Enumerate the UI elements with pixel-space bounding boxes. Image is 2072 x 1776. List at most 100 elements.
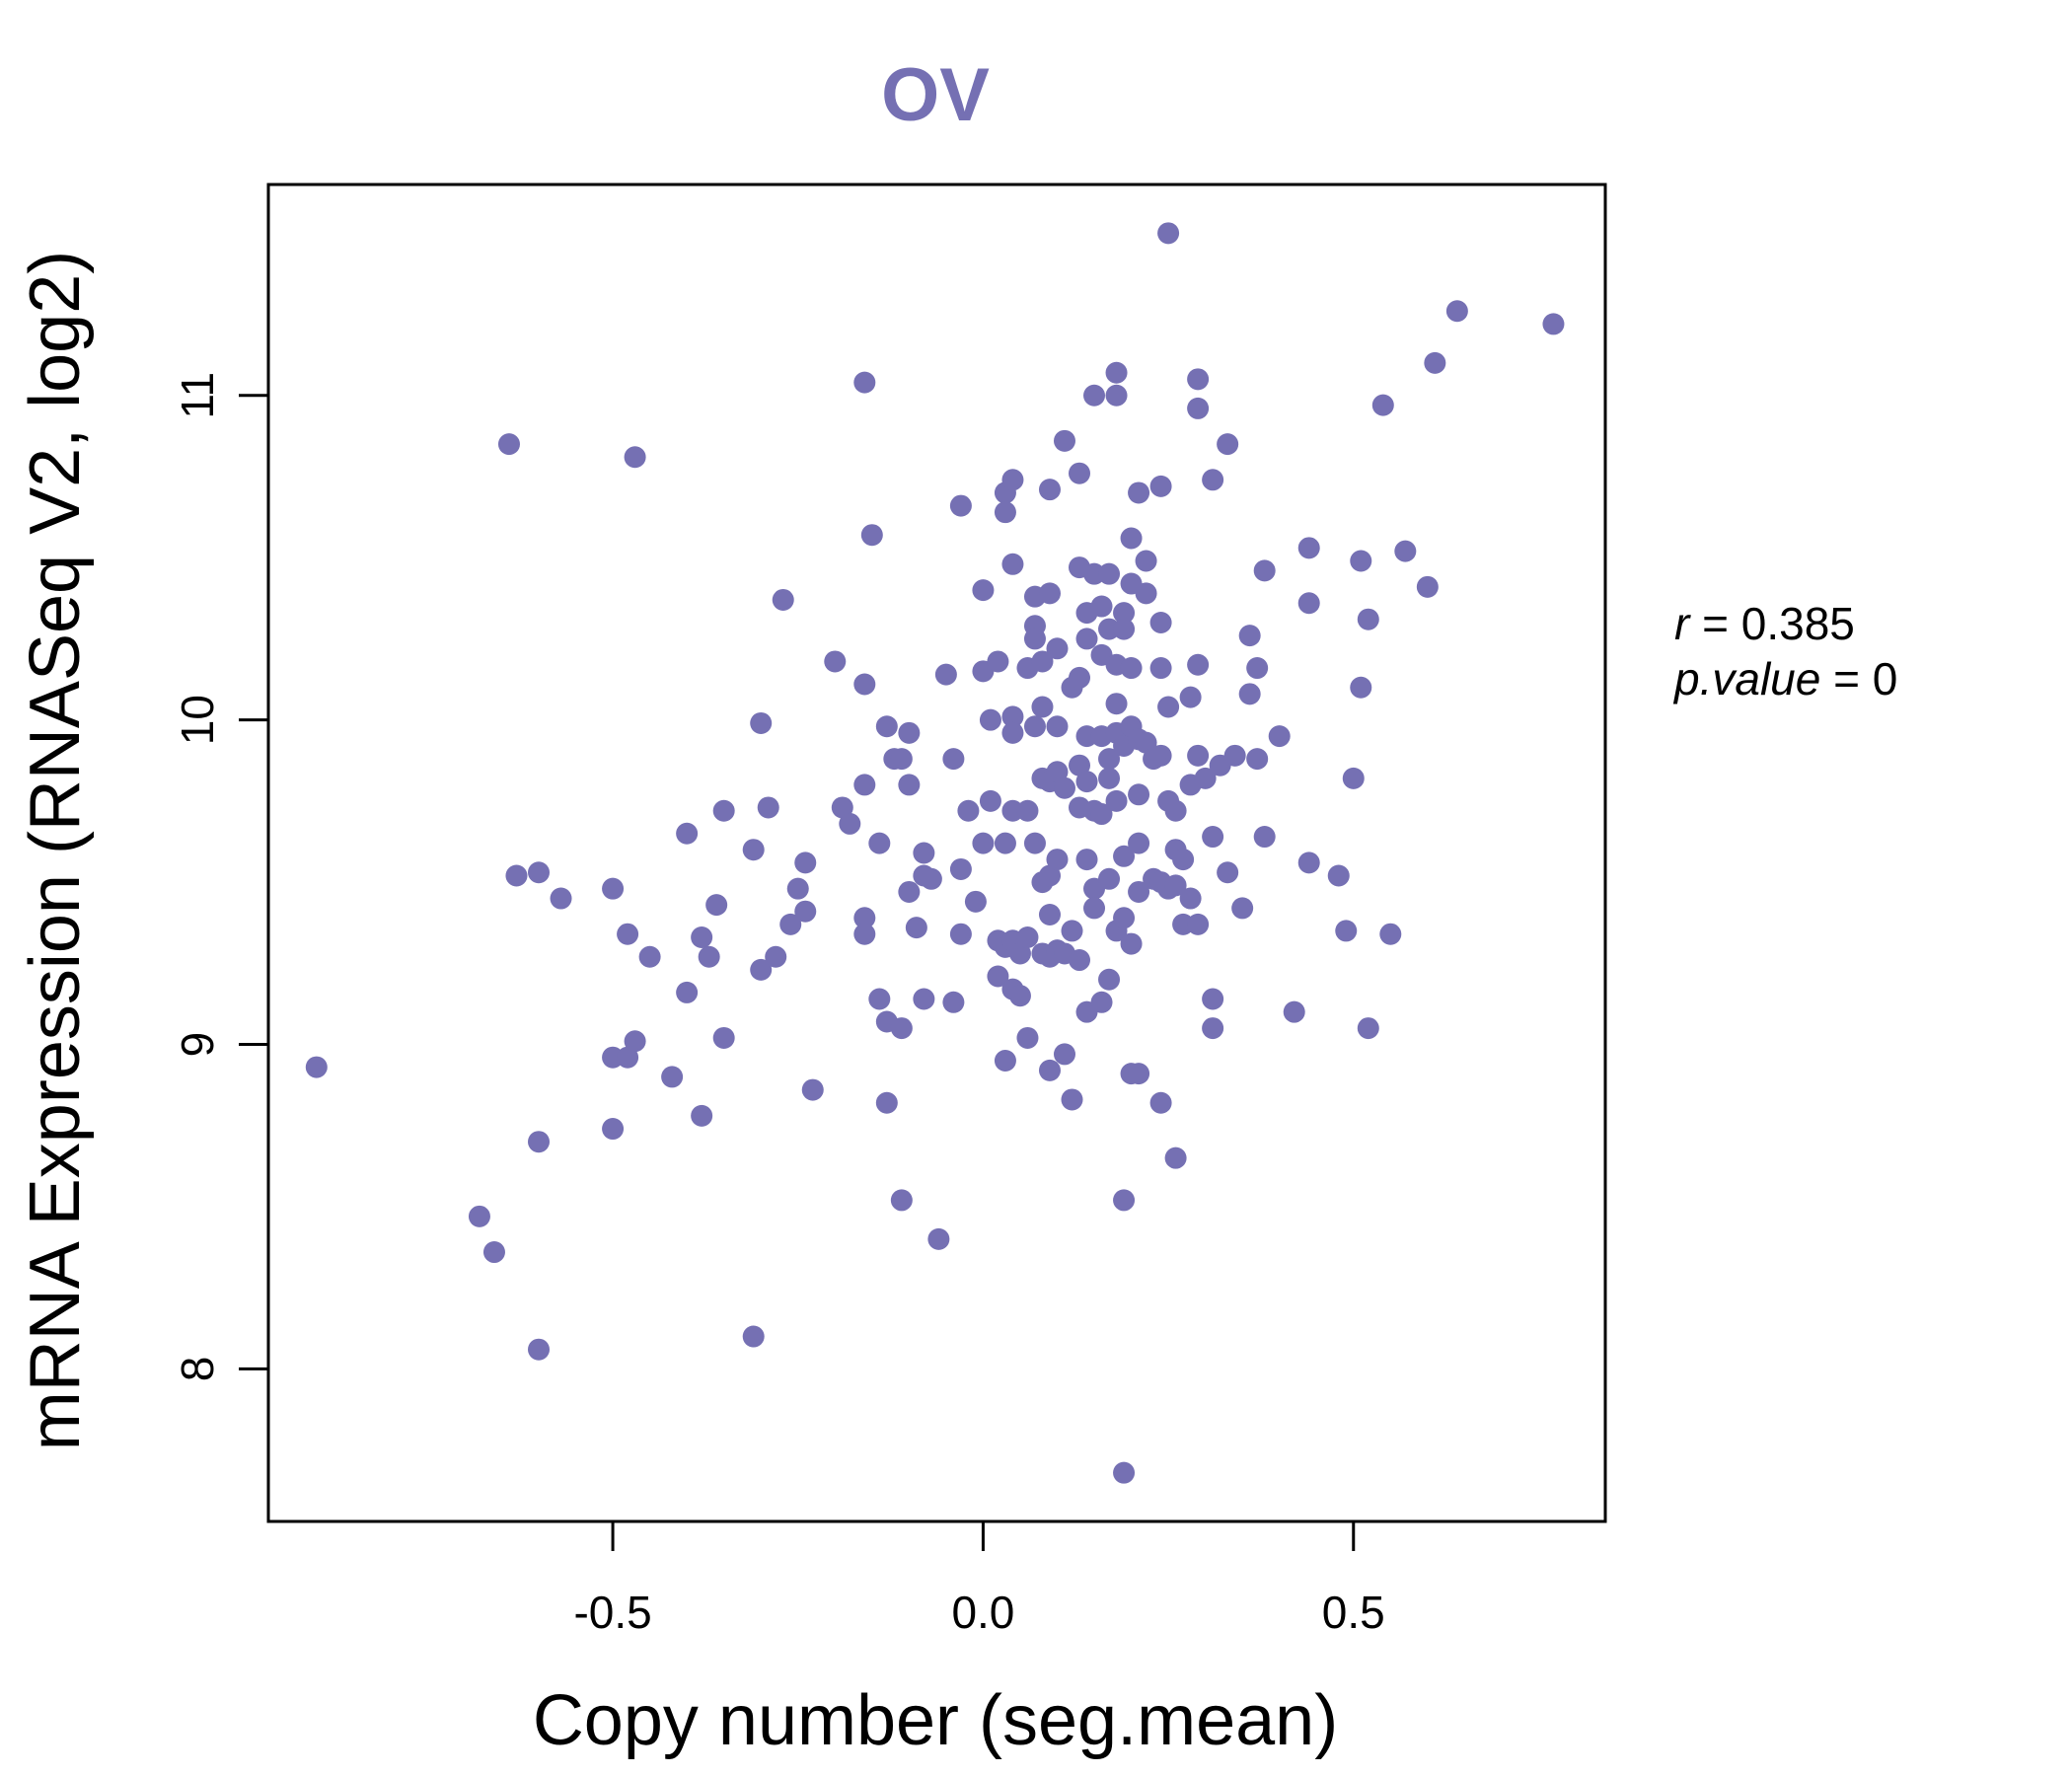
data-point	[972, 579, 995, 602]
data-point	[1069, 949, 1091, 972]
data-point	[964, 890, 987, 913]
data-point	[1069, 754, 1091, 777]
data-point	[1187, 913, 1210, 935]
data-point	[1113, 1461, 1136, 1484]
data-point	[1202, 826, 1224, 849]
data-point	[305, 1056, 328, 1078]
r-value: 0.385	[1741, 598, 1855, 649]
data-point	[1357, 608, 1379, 630]
data-point	[1128, 481, 1150, 504]
y-tick-label: 8	[172, 1357, 223, 1382]
p-value: 0	[1873, 653, 1898, 704]
data-point	[661, 1066, 684, 1088]
x-axis: -0.5 0.0 0.5	[573, 1521, 1385, 1638]
data-point	[1120, 932, 1143, 955]
data-point	[1001, 721, 1024, 744]
data-point	[602, 1118, 625, 1141]
data-point	[528, 1338, 551, 1361]
data-point	[949, 494, 972, 517]
data-point	[824, 650, 847, 673]
data-point	[853, 774, 876, 796]
data-point	[1113, 907, 1136, 929]
data-point	[1371, 394, 1394, 416]
data-point	[550, 887, 572, 910]
data-point	[1113, 602, 1136, 625]
data-point	[742, 839, 765, 861]
data-point	[1016, 926, 1039, 949]
r-stat: r = 0.385	[1674, 598, 1855, 649]
data-point	[602, 877, 625, 900]
data-point	[1135, 731, 1157, 754]
data-point	[1023, 832, 1046, 854]
data-point	[1053, 777, 1075, 799]
data-point	[1128, 832, 1150, 854]
data-point	[1061, 920, 1083, 942]
data-point	[890, 1017, 913, 1040]
data-point	[1187, 653, 1210, 676]
data-point	[1046, 849, 1069, 871]
data-point	[1038, 903, 1061, 925]
data-point	[1105, 361, 1128, 384]
data-point	[994, 832, 1016, 854]
data-point	[1297, 592, 1320, 615]
correlation-stats: r = 0.385 p.value = 0	[1672, 598, 1897, 704]
data-point	[691, 1104, 713, 1127]
p-label: p.value	[1672, 653, 1820, 704]
p-stat: p.value = 0	[1672, 653, 1897, 704]
data-point	[920, 867, 942, 890]
data-point	[972, 832, 995, 854]
data-point	[1046, 637, 1069, 660]
data-point	[1023, 715, 1046, 738]
data-point	[691, 926, 713, 949]
data-point	[1001, 705, 1024, 728]
data-point	[1357, 1017, 1379, 1040]
data-point	[839, 812, 861, 835]
data-point	[831, 796, 853, 819]
data-point	[786, 877, 809, 900]
data-point	[890, 748, 913, 771]
data-point	[528, 861, 551, 884]
data-point	[698, 945, 720, 968]
data-point	[1135, 582, 1157, 605]
data-point	[1090, 595, 1113, 618]
data-point	[853, 673, 876, 696]
data-point	[1016, 799, 1039, 822]
data-point	[1335, 920, 1358, 942]
data-point	[1098, 968, 1121, 991]
y-tick-label: 10	[172, 695, 223, 745]
data-point	[1001, 469, 1024, 491]
data-point	[987, 650, 1009, 673]
data-point	[638, 945, 661, 968]
data-point	[1113, 618, 1136, 640]
data-point	[1098, 867, 1121, 890]
data-point	[853, 923, 876, 945]
data-point	[860, 524, 883, 547]
data-point	[875, 1091, 898, 1114]
data-point	[927, 1227, 950, 1250]
data-point	[1105, 384, 1128, 407]
data-point	[994, 1049, 1016, 1072]
data-point	[1246, 748, 1269, 771]
data-point	[1098, 562, 1121, 585]
data-point	[1268, 725, 1291, 748]
data-point	[1069, 462, 1091, 484]
data-point	[853, 907, 876, 929]
data-point	[468, 1205, 490, 1227]
data-point	[1238, 625, 1261, 647]
data-point	[1120, 527, 1143, 550]
data-point	[1350, 550, 1372, 572]
data-point	[1179, 887, 1202, 910]
data-point	[1053, 429, 1075, 452]
data-point	[779, 913, 802, 935]
data-point	[853, 371, 876, 394]
data-point	[1061, 1088, 1083, 1111]
data-point	[1023, 628, 1046, 650]
data-point	[1016, 1026, 1039, 1049]
data-point	[497, 433, 520, 456]
data-point	[913, 988, 935, 1010]
data-point	[1379, 923, 1402, 945]
data-point	[712, 1026, 735, 1049]
data-point	[1194, 767, 1217, 789]
data-point	[868, 832, 891, 854]
